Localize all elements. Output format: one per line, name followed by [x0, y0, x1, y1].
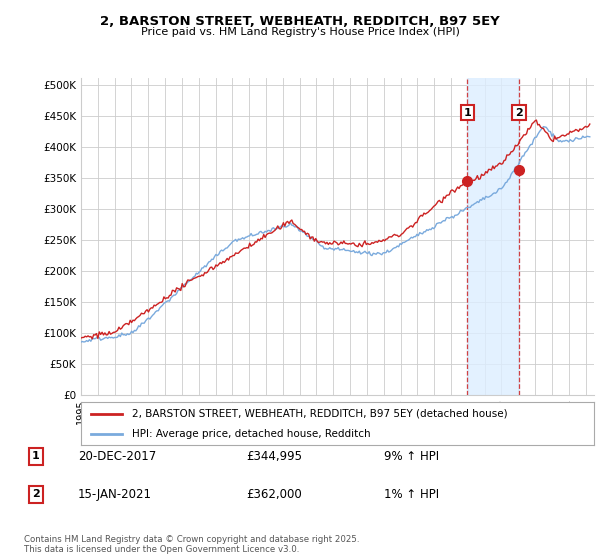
Text: 2, BARSTON STREET, WEBHEATH, REDDITCH, B97 5EY: 2, BARSTON STREET, WEBHEATH, REDDITCH, B…: [100, 15, 500, 28]
Text: 20-DEC-2017: 20-DEC-2017: [78, 450, 156, 463]
Text: Price paid vs. HM Land Registry's House Price Index (HPI): Price paid vs. HM Land Registry's House …: [140, 27, 460, 37]
Text: 9% ↑ HPI: 9% ↑ HPI: [384, 450, 439, 463]
Text: 1: 1: [32, 451, 40, 461]
Text: 1% ↑ HPI: 1% ↑ HPI: [384, 488, 439, 501]
Text: 2, BARSTON STREET, WEBHEATH, REDDITCH, B97 5EY (detached house): 2, BARSTON STREET, WEBHEATH, REDDITCH, B…: [133, 409, 508, 419]
Bar: [467, 78, 519, 395]
Text: Contains HM Land Registry data © Crown copyright and database right 2025.
This d: Contains HM Land Registry data © Crown c…: [24, 535, 359, 554]
Text: £362,000: £362,000: [246, 488, 302, 501]
Text: 1: 1: [463, 108, 471, 118]
Text: HPI: Average price, detached house, Redditch: HPI: Average price, detached house, Redd…: [133, 430, 371, 439]
Text: 2: 2: [32, 489, 40, 500]
Text: 2: 2: [515, 108, 523, 118]
Text: £344,995: £344,995: [246, 450, 302, 463]
Text: 15-JAN-2021: 15-JAN-2021: [78, 488, 152, 501]
